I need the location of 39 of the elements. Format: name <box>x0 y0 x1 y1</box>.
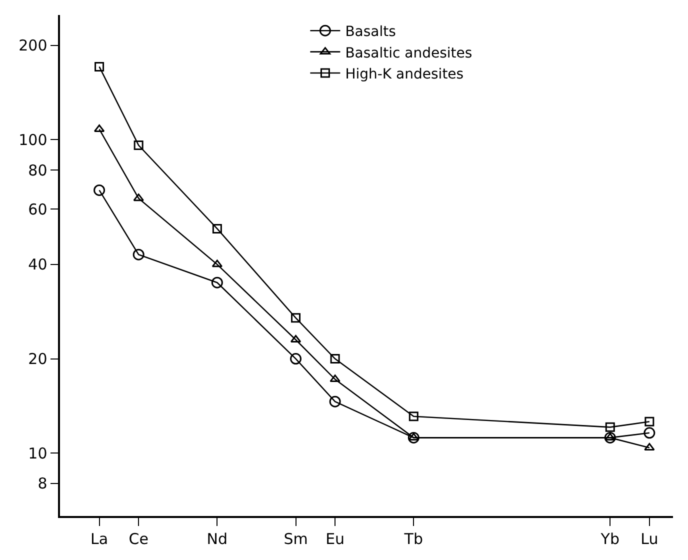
legend-label: Basaltic andesites <box>345 45 472 62</box>
point <box>604 432 616 440</box>
legend-label: High-K andesites <box>345 66 464 82</box>
point <box>94 62 104 72</box>
x-tick-label: Ce <box>128 530 148 548</box>
y-tick-label: 8 <box>38 474 48 493</box>
point <box>291 313 301 323</box>
y-tick-label: 200 <box>18 36 48 55</box>
point <box>94 184 106 196</box>
point <box>604 432 616 444</box>
point <box>134 140 144 150</box>
y-tick-label: 10 <box>28 444 48 462</box>
x-tick-label: Yb <box>600 530 620 548</box>
point <box>644 427 656 439</box>
x-tick-label: La <box>90 530 108 548</box>
point <box>212 224 222 234</box>
point <box>605 422 615 432</box>
x-tick-label: Sm <box>284 530 308 548</box>
legend-label: Basalts <box>345 24 396 40</box>
x-tick-label: Nd <box>206 530 228 548</box>
point <box>133 194 144 202</box>
point <box>330 354 340 364</box>
y-tick-label: 80 <box>28 161 48 180</box>
point <box>408 412 418 422</box>
y-tick-label: 100 <box>18 130 48 149</box>
y-tick-label: 40 <box>28 256 48 274</box>
x-tick-label: Tb <box>403 530 423 548</box>
y-tick-label: 20 <box>28 350 48 368</box>
y-tick-label: 60 <box>28 200 48 218</box>
point <box>644 416 654 426</box>
point <box>408 432 420 444</box>
x-tick-label: Eu <box>326 530 345 548</box>
point <box>329 396 341 408</box>
point <box>211 276 223 288</box>
point <box>644 443 655 451</box>
x-tick-label: Lu <box>640 530 658 548</box>
point <box>132 248 144 260</box>
point <box>330 374 340 382</box>
point <box>290 353 302 365</box>
